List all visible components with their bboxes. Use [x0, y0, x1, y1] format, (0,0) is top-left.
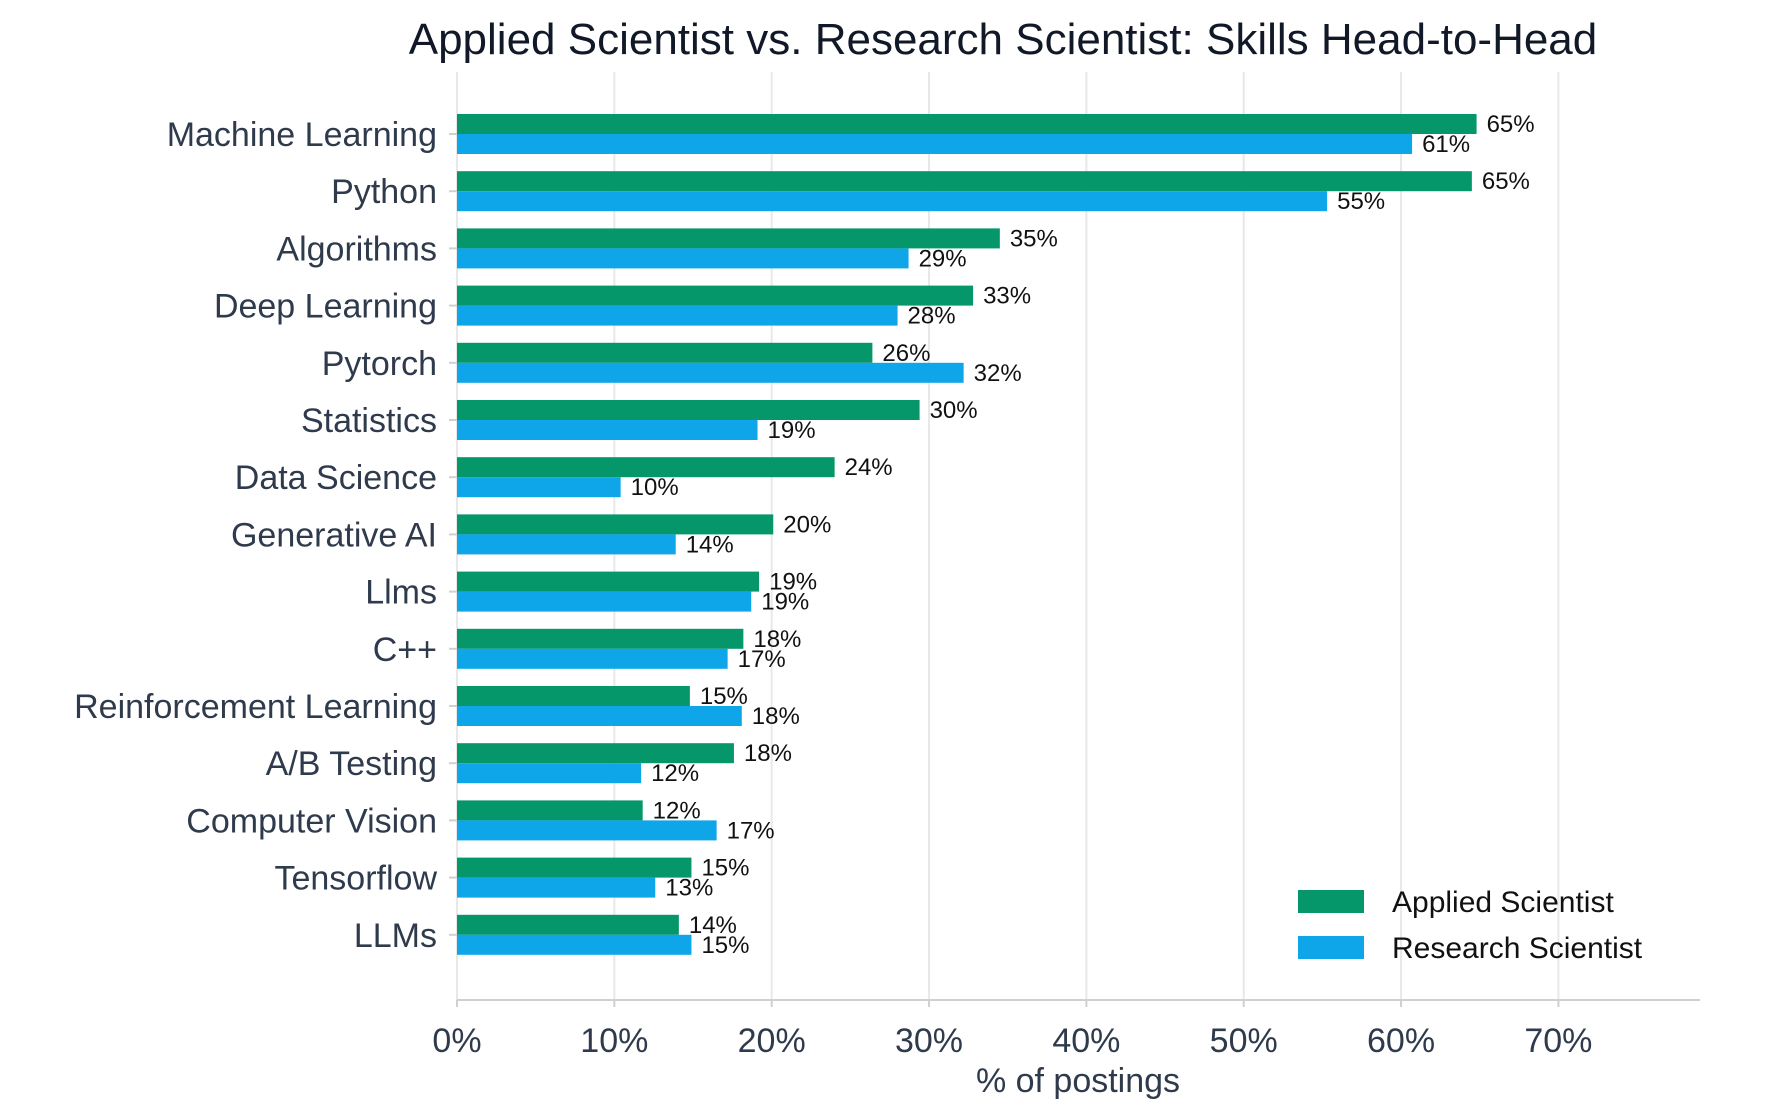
- data-label: 17%: [738, 646, 786, 673]
- bar-research-scientist: [457, 648, 728, 669]
- data-label: 20%: [783, 511, 831, 538]
- bar-applied-scientist: [457, 571, 760, 592]
- bar-research-scientist: [457, 362, 964, 383]
- bar-applied-scientist: [457, 743, 734, 764]
- category-labels: Machine Learning Python Algorithms Deep Lea…: [74, 116, 457, 955]
- data-label: 19%: [768, 417, 816, 444]
- gridlines: [456, 72, 1560, 1000]
- category-label: Data Science: [235, 459, 437, 497]
- data-label: 35%: [1010, 225, 1058, 252]
- bar-research-scientist: [457, 134, 1413, 154]
- x-tick-label: 0%: [432, 1022, 481, 1060]
- bar-research-scientist: [457, 534, 676, 555]
- x-tick-label: 10%: [580, 1022, 648, 1060]
- data-label: 12%: [653, 797, 701, 824]
- bar-applied-scientist: [457, 171, 1472, 192]
- bar-research-scientist: [457, 706, 742, 726]
- category-label: A/B Testing: [266, 745, 437, 783]
- data-label: 29%: [919, 245, 967, 272]
- data-label: 10%: [631, 474, 679, 501]
- data-label: 55%: [1337, 188, 1385, 215]
- data-label: 18%: [744, 740, 792, 767]
- data-label: 26%: [882, 340, 930, 367]
- data-label: 15%: [700, 683, 748, 710]
- category-label: Pytorch: [322, 345, 437, 383]
- data-label: 32%: [974, 360, 1022, 387]
- category-label: Machine Learning: [167, 116, 437, 154]
- data-label: 30%: [930, 397, 978, 424]
- data-label: 28%: [908, 303, 956, 330]
- data-label: 14%: [689, 912, 737, 939]
- data-label: 14%: [686, 531, 734, 558]
- bar-research-scientist: [457, 191, 1328, 212]
- bars: 65% 61% 65% 55% 35% 29% 33% 28% 26% 32% 30% 19% 24% 1…: [457, 111, 1535, 959]
- data-label: 15%: [701, 855, 749, 882]
- data-label: 18%: [753, 626, 801, 653]
- bar-applied-scientist: [457, 457, 835, 478]
- bar-research-scientist: [457, 934, 692, 955]
- chart-title: Applied Scientist vs. Research Scientist…: [409, 15, 1598, 64]
- bar-applied-scientist: [457, 400, 920, 420]
- category-label: Algorithms: [276, 230, 437, 268]
- category-label: C++: [373, 631, 437, 669]
- x-tick-label: 60%: [1367, 1022, 1435, 1060]
- bar-research-scientist: [457, 820, 717, 841]
- data-label: 33%: [983, 283, 1031, 310]
- x-tick-label: 40%: [1052, 1022, 1120, 1060]
- x-tick-label: 30%: [895, 1022, 963, 1060]
- legend-swatch: [1298, 936, 1364, 959]
- bar-applied-scientist: [457, 114, 1477, 134]
- bar-applied-scientist: [457, 228, 1000, 249]
- data-label: 18%: [752, 703, 800, 730]
- bar-research-scientist: [457, 305, 898, 326]
- category-label: Python: [331, 173, 437, 211]
- data-label: 17%: [727, 817, 775, 844]
- x-tick-label: 20%: [738, 1022, 806, 1060]
- data-label: 24%: [845, 454, 893, 481]
- bar-applied-scientist: [457, 514, 774, 535]
- bar-research-scientist: [457, 477, 621, 498]
- data-label: 15%: [701, 932, 749, 959]
- bar-research-scientist: [457, 591, 752, 612]
- bar-applied-scientist: [457, 686, 690, 706]
- bar-research-scientist: [457, 763, 642, 784]
- x-tick-labels: 0% 10% 20% 30% 40% 50% 60% 70%: [432, 1000, 1592, 1060]
- bar-applied-scientist: [457, 800, 643, 821]
- bar-research-scientist: [457, 420, 758, 440]
- category-label: Statistics: [301, 402, 437, 440]
- category-label: LLMs: [354, 917, 437, 955]
- category-label: Computer Vision: [186, 802, 437, 840]
- legend-swatch: [1298, 890, 1364, 913]
- category-label: Deep Learning: [214, 288, 437, 326]
- category-label: Generative AI: [231, 516, 437, 554]
- data-label: 65%: [1482, 168, 1530, 195]
- x-tick-label: 50%: [1210, 1022, 1278, 1060]
- x-tick-label: 70%: [1524, 1022, 1592, 1060]
- category-label: Tensorflow: [274, 860, 437, 898]
- data-label: 19%: [769, 569, 817, 596]
- bar-research-scientist: [457, 877, 656, 898]
- data-label: 19%: [761, 589, 809, 616]
- legend-label: Research Scientist: [1392, 932, 1643, 965]
- bar-applied-scientist: [457, 857, 692, 878]
- bar-research-scientist: [457, 248, 909, 269]
- data-label: 65%: [1487, 111, 1535, 138]
- bar-applied-scientist: [457, 342, 873, 363]
- bar-applied-scientist: [457, 285, 974, 306]
- data-label: 61%: [1422, 131, 1470, 158]
- legend-label: Applied Scientist: [1392, 886, 1614, 919]
- bar-applied-scientist: [457, 628, 744, 649]
- x-axis-title: % of postings: [976, 1062, 1180, 1100]
- data-label: 12%: [651, 760, 699, 787]
- data-label: 13%: [665, 875, 713, 902]
- category-label: Reinforcement Learning: [74, 688, 437, 726]
- legend: Applied Scientist Research Scientist: [1298, 886, 1643, 965]
- category-label: Llms: [365, 574, 437, 612]
- bar-applied-scientist: [457, 914, 679, 935]
